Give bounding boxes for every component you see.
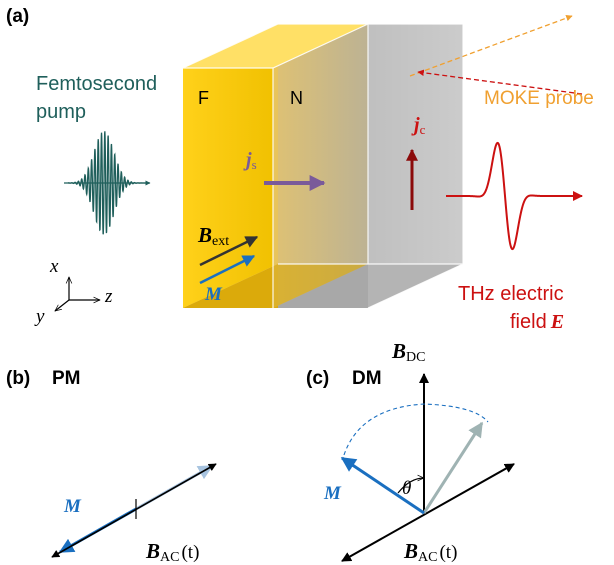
moke-incident-beam bbox=[417, 69, 583, 95]
axis-y-label: y bbox=[34, 306, 45, 327]
panel-b-label: (b) bbox=[6, 368, 30, 389]
axis-z-label: z bbox=[104, 286, 113, 307]
thz-label-line1: THz electric bbox=[458, 283, 564, 305]
pump-pulse bbox=[67, 131, 146, 235]
thz-waveform bbox=[446, 141, 542, 251]
b-ext-arrow bbox=[199, 235, 259, 267]
panel-a-label: (a) bbox=[6, 6, 29, 27]
ferromagnet-top bbox=[183, 24, 368, 68]
b-ext-label: Bext bbox=[197, 223, 229, 249]
dm-b-ac-label: BAC (t) bbox=[403, 539, 457, 565]
charge-current-label: jc bbox=[411, 114, 426, 137]
dm-m-label: M bbox=[323, 483, 342, 504]
panel-c-title: DM bbox=[352, 368, 382, 389]
dm-angle-arc bbox=[397, 478, 424, 494]
moke-reflected-beam bbox=[409, 14, 573, 77]
dm-m-arrow bbox=[340, 456, 425, 515]
dm-b-ac-axis bbox=[341, 463, 515, 562]
normal-metal-layer bbox=[273, 24, 368, 308]
dm-precession-path bbox=[343, 403, 489, 456]
magnetization-label-a: M bbox=[204, 284, 223, 305]
dm-angle-label: θ bbox=[402, 478, 411, 499]
normal-metal-label: N bbox=[290, 88, 303, 108]
pm-b-ac-axis bbox=[51, 463, 217, 558]
panel-c-label: (c) bbox=[306, 368, 329, 389]
axis-x-label: x bbox=[49, 256, 59, 277]
sample-block bbox=[182, 23, 464, 309]
dm-b-dc-label: BDC bbox=[391, 339, 425, 365]
pm-b-ac-label: BAC (t) bbox=[145, 539, 199, 565]
ferromagnet-label: F bbox=[198, 88, 209, 108]
moke-label: MOKE probe bbox=[484, 88, 594, 109]
axis-y-arrow bbox=[55, 299, 70, 311]
pump-label-line1: Femtosecond bbox=[36, 73, 157, 95]
thz-label-line2: field E bbox=[510, 311, 564, 333]
spin-current-label: js bbox=[243, 149, 257, 172]
dm-faded-m-arrow bbox=[422, 421, 484, 514]
pm-m-label: M bbox=[63, 496, 82, 517]
pump-label-line2: pump bbox=[36, 101, 86, 123]
panel-b-title: PM bbox=[52, 368, 81, 389]
magnetization-arrow-a bbox=[199, 254, 256, 285]
